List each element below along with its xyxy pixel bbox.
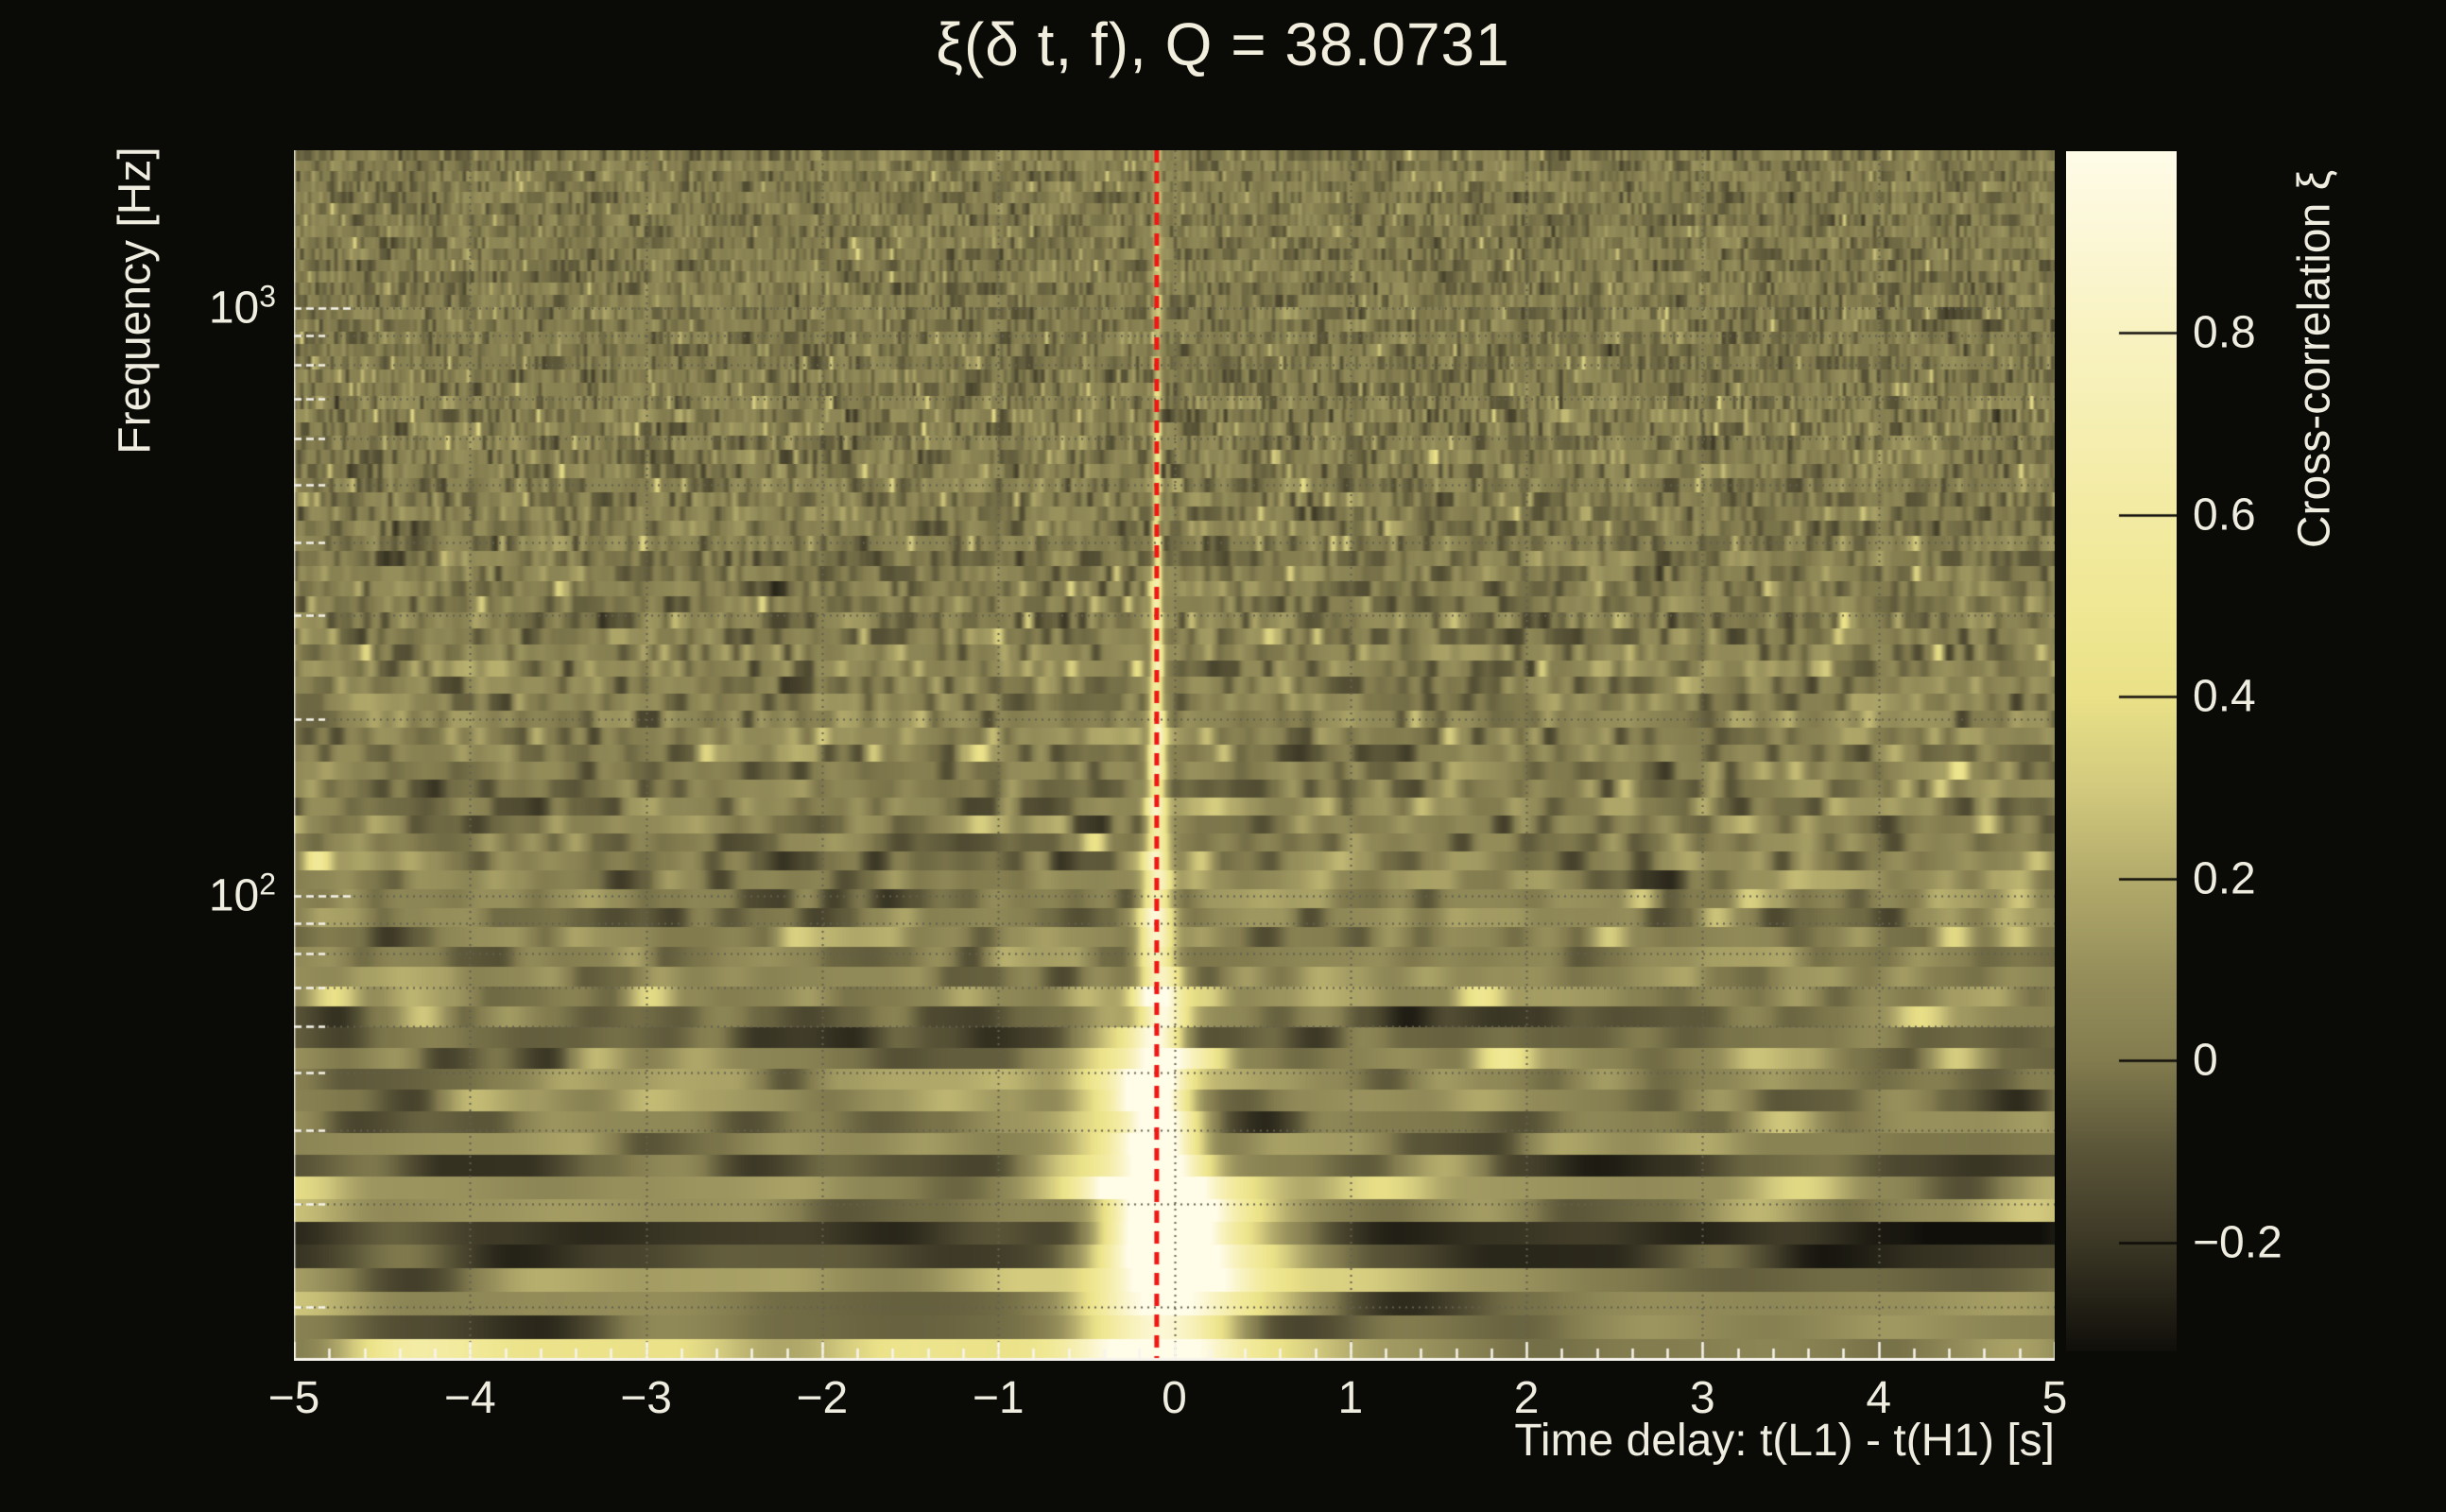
colorbar-canvas <box>2066 151 2177 1351</box>
colorbar-tick-label: 0.6 <box>2193 490 2256 541</box>
x-tick-label: 1 <box>1337 1373 1364 1423</box>
x-tick-label: −3 <box>620 1373 672 1423</box>
x-axis-title: Time delay: t(L1) - t(H1) [s] <box>1514 1416 2055 1466</box>
x-tick-label: 0 <box>1162 1373 1187 1423</box>
chart-title: ξ(δ t, f), Q = 38.0731 <box>936 10 1510 78</box>
heatmap-canvas <box>294 150 2055 1361</box>
y-tick-label: 103 <box>208 279 276 334</box>
x-tick-label: 5 <box>2041 1373 2068 1423</box>
x-tick-label: 3 <box>1690 1373 1715 1423</box>
x-tick-label: 2 <box>1513 1373 1540 1423</box>
colorbar-tick-label: 0.2 <box>2193 853 2256 904</box>
colorbar-tick-label: 0.4 <box>2193 671 2256 722</box>
x-tick-label: 4 <box>1866 1373 1892 1423</box>
colorbar-tick-label: 0.8 <box>2193 307 2256 358</box>
colorbar-tick-label: 0 <box>2193 1035 2218 1086</box>
y-tick-label: 102 <box>208 867 276 921</box>
x-tick-label: −1 <box>972 1373 1025 1423</box>
colorbar-axis-title: Cross-correlation ξ <box>2289 169 2340 549</box>
x-tick-label: −4 <box>443 1373 496 1423</box>
x-tick-label: −5 <box>267 1373 320 1423</box>
x-tick-label: −2 <box>796 1373 849 1423</box>
colorbar-tick-label: −0.2 <box>2193 1217 2282 1268</box>
